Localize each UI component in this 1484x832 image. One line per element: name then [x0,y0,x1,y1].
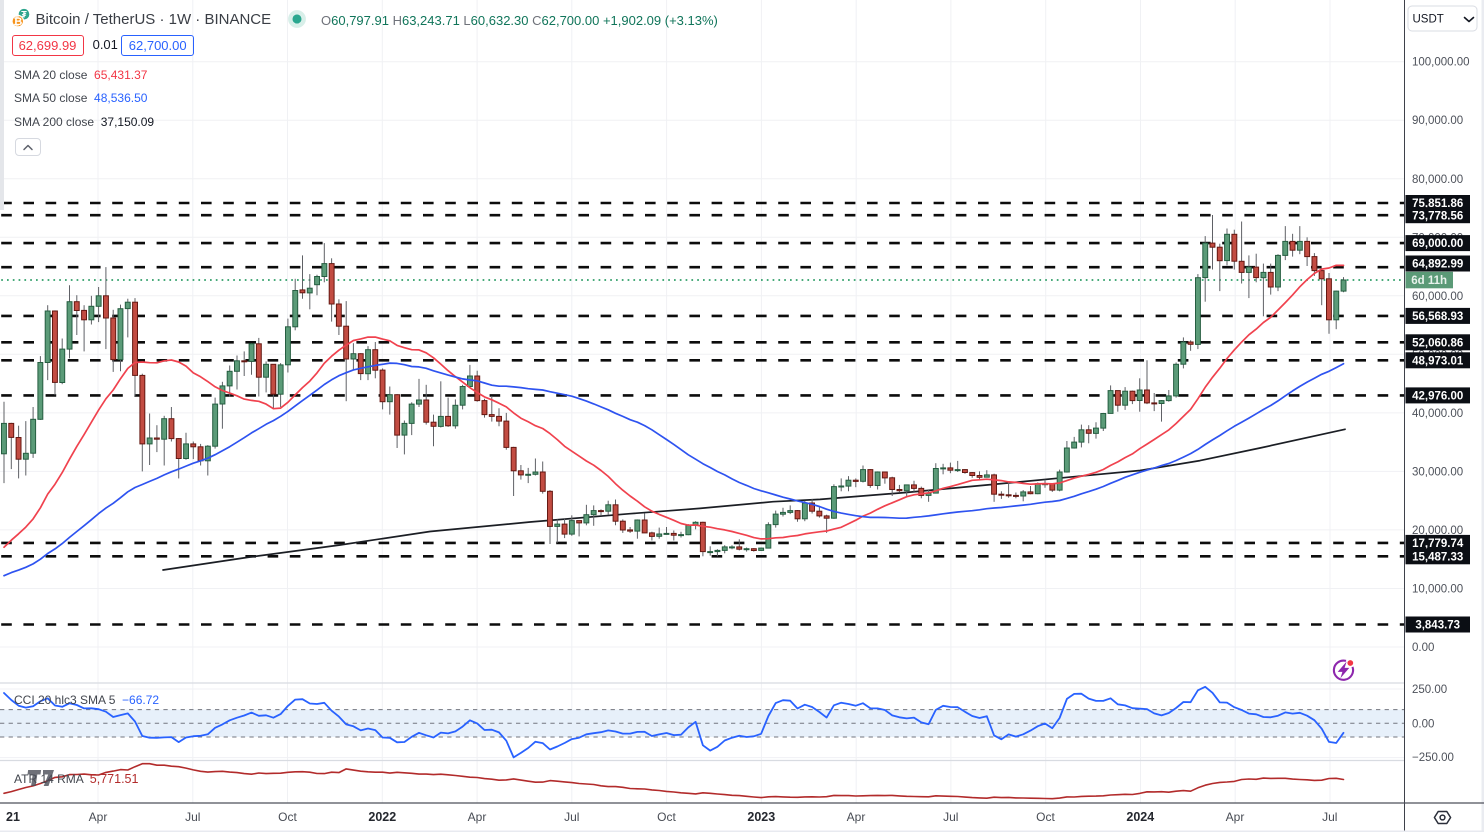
svg-text:Apr: Apr [89,810,108,824]
svg-text:60,000.00: 60,000.00 [1412,291,1463,303]
svg-text:75,851.86: 75,851.86 [1412,198,1463,210]
svg-text:Oct: Oct [1036,810,1055,824]
svg-text:USDT: USDT [1413,14,1444,26]
svg-text:Oct: Oct [278,810,297,824]
svg-text:90,000.00: 90,000.00 [1412,115,1463,127]
svg-text:48,973.01: 48,973.01 [1412,355,1464,367]
svg-text:0.00: 0.00 [1412,718,1434,730]
svg-text:Apr: Apr [847,810,866,824]
svg-text:2022: 2022 [368,810,396,824]
svg-text:0.00: 0.00 [1412,642,1434,654]
svg-text:₿: ₿ [13,16,22,28]
svg-text:Oct: Oct [657,810,676,824]
svg-text:2024: 2024 [1126,810,1154,824]
svg-text:₮: ₮ [21,10,27,20]
svg-text:Jul: Jul [1322,810,1337,824]
svg-text:Jul: Jul [943,810,958,824]
svg-text:64,892.99: 64,892.99 [1412,259,1463,271]
svg-text:20,000.00: 20,000.00 [1412,525,1463,537]
svg-text:10,000.00: 10,000.00 [1412,584,1463,596]
svg-text:17,779.74: 17,779.74 [1412,538,1464,550]
svg-text:3,843.73: 3,843.73 [1415,620,1460,632]
svg-text:6d 11h: 6d 11h [1411,275,1447,287]
svg-text:250.00: 250.00 [1412,684,1447,696]
svg-text:69,000.00: 69,000.00 [1412,238,1463,250]
svg-text:Jul: Jul [564,810,579,824]
svg-text:15,487.33: 15,487.33 [1412,551,1463,563]
svg-text:Apr: Apr [1226,810,1245,824]
svg-text:2023: 2023 [747,810,775,824]
svg-text:80,000.00: 80,000.00 [1412,174,1463,186]
svg-text:Jul: Jul [185,810,200,824]
svg-text:Apr: Apr [468,810,487,824]
svg-text:21: 21 [6,810,20,824]
svg-text:30,000.00: 30,000.00 [1412,466,1463,478]
svg-text:42,976.00: 42,976.00 [1412,391,1463,403]
svg-text:56,568.93: 56,568.93 [1412,311,1463,323]
svg-text:52,060.86: 52,060.86 [1412,337,1463,349]
svg-text:−250.00: −250.00 [1412,752,1454,764]
svg-text:100,000.00: 100,000.00 [1412,57,1470,69]
svg-text:40,000.00: 40,000.00 [1412,408,1463,420]
svg-text:73,778.56: 73,778.56 [1412,210,1463,222]
